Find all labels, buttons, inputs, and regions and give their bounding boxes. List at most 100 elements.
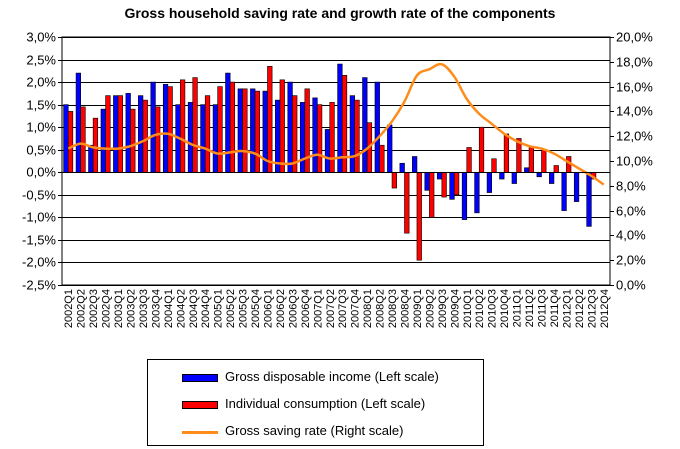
consumption-bar	[553, 165, 559, 173]
legend-item-consumption: Individual consumption (Left scale)	[148, 395, 483, 415]
x-tick-label: 2006Q4	[300, 289, 312, 328]
consumption-bar	[192, 77, 198, 173]
x-tick-label: 2005Q3	[238, 289, 250, 328]
left-tick-label: -2,0%	[22, 255, 56, 270]
consumption-bar	[117, 95, 123, 173]
x-tick-label: 2007Q1	[312, 289, 324, 328]
income-bar	[349, 95, 355, 173]
x-tick-label: 2011Q4	[549, 289, 561, 327]
x-tick-label: 2002Q4	[101, 289, 113, 328]
income-bar	[449, 171, 455, 200]
x-tick-label: 2009Q4	[449, 289, 461, 328]
income-bar	[200, 104, 206, 173]
consumption-bar	[391, 171, 397, 189]
x-tick-label: 2006Q3	[287, 289, 299, 328]
legend-item-income: Gross disposable income (Left scale)	[148, 368, 483, 388]
income-bar	[162, 84, 169, 173]
x-tick-label: 2008Q1	[362, 289, 374, 328]
consumption-bar	[528, 147, 534, 173]
consumption-bar	[454, 171, 460, 196]
income-bar	[225, 72, 231, 173]
x-tick-label: 2009Q2	[424, 289, 436, 328]
income-bar	[374, 81, 380, 173]
consumption-bar	[142, 99, 148, 173]
consumption-bar	[491, 158, 497, 173]
right-tick-label: 20,0%	[616, 30, 653, 45]
income-bar	[312, 97, 318, 173]
x-tick-label: 2012Q3	[586, 289, 598, 328]
consumption-bar	[466, 147, 472, 173]
income-bar	[75, 72, 81, 173]
right-tick-label: 12,0%	[616, 129, 653, 144]
income-bar	[275, 99, 281, 173]
right-axis-ticks: 0,0% 2,0% 4,0% 6,0% 8,0% 10,0% 12,0% 14,0% 16,0%…	[616, 30, 653, 293]
x-tick-label: 2010Q1	[462, 289, 474, 328]
left-tick-label: 0,5%	[26, 143, 56, 158]
right-tick-label: 18,0%	[616, 55, 653, 70]
left-tick-label: -0,5%	[22, 188, 56, 203]
line-series	[67, 62, 605, 186]
income-bar	[138, 95, 144, 173]
right-tick-label: 16,0%	[616, 80, 653, 95]
income-bar	[150, 81, 156, 173]
x-tick-label: 2002Q3	[88, 289, 100, 328]
income-bar	[586, 171, 592, 227]
income-bar	[561, 171, 567, 211]
right-tick-label: 8,0%	[616, 179, 646, 194]
chart-title: Gross household saving rate and growth r…	[124, 5, 556, 21]
income-bar	[362, 77, 368, 173]
x-tick-label: 2004Q4	[200, 289, 212, 328]
right-tick-label: 2,0%	[616, 253, 646, 268]
consumption-bar	[180, 79, 186, 173]
left-tick-label: -2,5%	[22, 278, 56, 293]
consumption-bar	[416, 171, 422, 261]
consumption-bar	[379, 144, 385, 173]
income-bar	[436, 171, 443, 180]
right-tick-label: 4,0%	[616, 228, 646, 243]
x-tick-label: 2012Q1	[561, 289, 573, 328]
x-tick-label: 2008Q2	[375, 289, 387, 328]
consumption-bar	[130, 108, 136, 173]
legend-label-saving-rate: Gross saving rate (Right scale)	[225, 423, 404, 438]
x-tick-label: 2011Q2	[524, 289, 536, 327]
x-tick-label: 2003Q4	[150, 289, 162, 328]
left-tick-label: 0,0%	[26, 165, 56, 180]
x-tick-label: 2002Q1	[63, 289, 75, 328]
x-tick-label: 2003Q1	[113, 289, 125, 328]
consumption-bar	[254, 90, 260, 173]
consumption-bar	[267, 66, 273, 173]
income-bar	[474, 171, 480, 214]
consumption-bar	[155, 106, 161, 173]
consumption-bar	[80, 106, 86, 173]
income-bar	[324, 129, 331, 173]
consumption-bar	[541, 149, 547, 173]
consumption-bar	[317, 104, 323, 173]
consumption-bar	[67, 111, 74, 173]
income-bar	[299, 102, 306, 173]
consumption-bar	[217, 86, 223, 173]
x-tick-label: 2010Q4	[499, 289, 511, 328]
legend-swatch-income	[182, 374, 218, 382]
x-tick-label: 2007Q4	[350, 289, 362, 328]
x-tick-label: 2003Q2	[126, 289, 138, 328]
left-tick-label: 1,5%	[26, 98, 56, 113]
x-tick-label: 2011Q1	[512, 289, 524, 327]
right-tick-label: 6,0%	[616, 204, 646, 219]
legend: Gross disposable income (Left scale) Ind…	[147, 359, 484, 446]
x-tick-label: 2005Q1	[213, 289, 225, 328]
consumption-bar	[441, 171, 447, 198]
x-tick-label: 2010Q2	[474, 289, 486, 328]
x-tick-label: 2012Q2	[574, 289, 586, 328]
consumption-bar	[478, 126, 485, 173]
income-bar	[337, 63, 343, 173]
x-tick-label: 2008Q4	[400, 289, 412, 328]
income-bar	[125, 93, 131, 173]
x-tick-label: 2007Q3	[337, 289, 349, 328]
axes	[58, 37, 614, 286]
income-bar	[187, 102, 194, 173]
legend-item-saving-rate: Gross saving rate (Right scale)	[148, 422, 483, 442]
left-tick-label: 1,0%	[26, 120, 56, 135]
consumption-bar	[429, 171, 435, 218]
x-tick-label: 2010Q3	[487, 289, 499, 328]
x-tick-label: 2004Q2	[175, 289, 187, 328]
